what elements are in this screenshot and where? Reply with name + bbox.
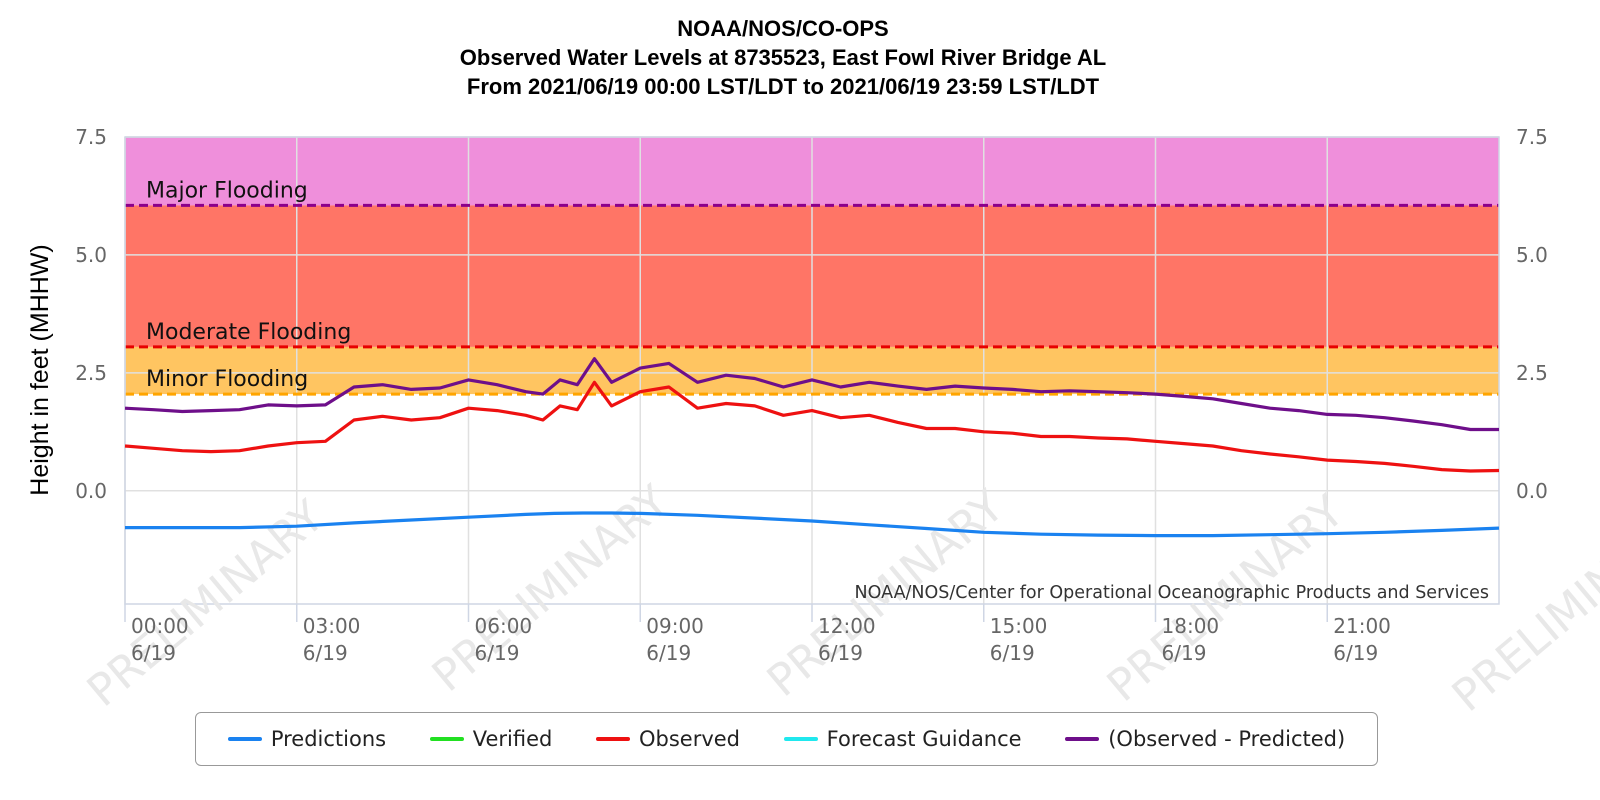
x-tick-label-date-3: 6/19 [646, 641, 691, 665]
legend-swatch [783, 737, 818, 741]
chart-title-line-2: Observed Water Levels at 8735523, East F… [459, 45, 1107, 70]
y-tick-label-left-1: 5.0 [75, 243, 107, 267]
legend-swatch [1065, 737, 1100, 741]
legend-swatch [595, 737, 630, 741]
x-tick-label-time-3: 09:00 [646, 614, 704, 638]
y-tick-label-right-0: 7.5 [1516, 125, 1548, 149]
x-tick-label-date-0: 6/19 [131, 641, 176, 665]
legend-item-forecast-guidance[interactable]: Forecast Guidance [783, 727, 1022, 751]
x-tick-label-time-4: 12:00 [818, 614, 876, 638]
series-line-observed [124, 380, 1500, 473]
x-tick-label-time-0: 00:00 [131, 614, 189, 638]
y-tick-label-right-3: 0.0 [1516, 479, 1548, 503]
legend-label: Verified [472, 727, 553, 751]
chart-title-line-1: NOAA/NOS/CO-OPS [677, 16, 889, 41]
series-line-predictions [125, 511, 1500, 538]
legend-label: Forecast Guidance [826, 727, 1022, 751]
y-tick-label-left-2: 2.5 [75, 361, 107, 385]
x-tick-label-date-5: 6/19 [990, 641, 1035, 665]
flood-label-2: Minor Flooding [146, 367, 308, 392]
x-tick-label-date-4: 6/19 [818, 641, 863, 665]
credit-text: NOAA/NOS/Center for Operational Oceanogr… [855, 583, 1489, 603]
y-axis-label: Height in feet (MHHW) [26, 244, 54, 495]
legend-label: Observed [638, 727, 741, 751]
y-tick-label-right-2: 2.5 [1516, 361, 1548, 385]
x-tick-label-date-6: 6/19 [1162, 641, 1207, 665]
chart-title-line-3: From 2021/06/19 00:00 LST/LDT to 2021/06… [466, 74, 1100, 99]
chart-title: NOAA/NOS/CO-OPS Observed Water Levels at… [0, 14, 1566, 101]
legend-swatch [429, 737, 464, 741]
x-tick-label-date-1: 6/19 [303, 641, 348, 665]
y-tick-label-right-1: 5.0 [1516, 243, 1548, 267]
legend-swatch [227, 737, 262, 741]
x-tick-label-time-6: 18:00 [1162, 614, 1220, 638]
x-tick-label-time-5: 15:00 [990, 614, 1048, 638]
legend-item-observed[interactable]: Observed [595, 727, 741, 751]
legend-item-predictions[interactable]: Predictions [227, 727, 387, 751]
legend-label: (Observed - Predicted) [1108, 727, 1346, 751]
y-tick-label-left-3: 0.0 [75, 479, 107, 503]
chart-legend: Predictions Verified Observed Forecast Guid… [195, 712, 1378, 766]
x-tick-label-time-1: 03:00 [303, 614, 361, 638]
x-tick-label-date-2: 6/19 [475, 641, 520, 665]
flood-label-1: Moderate Flooding [146, 320, 351, 345]
x-tick-label-date-7: 6/19 [1333, 641, 1378, 665]
legend-item-verified[interactable]: Verified [429, 727, 553, 751]
x-tick-label-time-7: 21:00 [1333, 614, 1391, 638]
legend-label: Predictions [270, 727, 387, 751]
legend-item-observed-predicted[interactable]: (Observed - Predicted) [1065, 727, 1345, 751]
x-tick-label-time-2: 06:00 [475, 614, 533, 638]
flood-label-0: Major Flooding [146, 178, 308, 203]
series-line-observed-predicted [124, 357, 1499, 432]
y-tick-label-left-0: 7.5 [75, 125, 107, 149]
